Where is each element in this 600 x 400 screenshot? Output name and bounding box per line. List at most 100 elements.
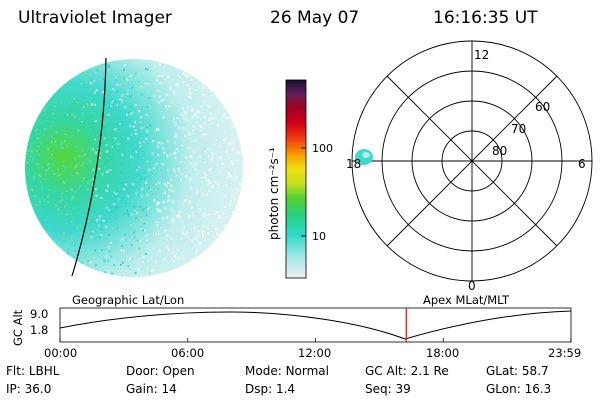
image-pixel (146, 81, 149, 84)
image-pixel (209, 118, 212, 121)
image-pixel (87, 188, 90, 191)
image-pixel (39, 142, 42, 144)
image-pixel (140, 127, 143, 129)
image-pixel (156, 224, 159, 227)
image-pixel (39, 200, 41, 203)
polar-mlt-18: 18 (346, 157, 361, 171)
image-pixel (83, 75, 86, 78)
image-pixel (109, 91, 112, 93)
image-pixel (157, 128, 160, 131)
image-pixel (137, 268, 140, 271)
image-pixel (173, 255, 176, 258)
image-pixel (98, 197, 101, 200)
image-pixel (90, 82, 93, 85)
image-pixel (131, 154, 133, 157)
image-pixel (216, 174, 219, 176)
image-pixel (178, 210, 181, 213)
image-pixel (141, 209, 144, 212)
image-pixel (146, 224, 149, 227)
image-pixel (209, 168, 212, 171)
image-pixel (181, 107, 184, 110)
image-pixel (142, 256, 145, 259)
image-pixel (94, 201, 97, 204)
image-pixel (64, 87, 67, 90)
image-pixel (142, 208, 145, 211)
image-pixel (179, 119, 182, 122)
image-pixel (173, 168, 175, 171)
image-pixel (231, 142, 234, 145)
image-pixel (47, 148, 50, 151)
image-pixel (186, 106, 189, 108)
image-pixel (145, 67, 148, 70)
image-pixel (167, 76, 170, 78)
image-pixel (177, 257, 180, 260)
image-pixel (198, 208, 201, 211)
image-pixel (81, 261, 84, 264)
image-pixel (116, 227, 119, 230)
image-pixel (124, 197, 127, 199)
image-pixel (59, 144, 62, 147)
image-pixel (87, 73, 90, 76)
image-pixel (62, 169, 65, 172)
image-pixel (48, 167, 51, 170)
image-pixel (27, 149, 30, 152)
image-pixel (119, 121, 122, 124)
image-pixel (198, 156, 201, 158)
image-pixel (127, 131, 130, 134)
image-pixel (167, 169, 170, 172)
image-pixel (125, 211, 128, 214)
image-pixel (166, 200, 169, 203)
image-pixel (163, 191, 166, 194)
image-pixel (145, 239, 148, 242)
image-pixel (170, 178, 173, 181)
image-pixel (133, 263, 136, 266)
image-pixel (81, 161, 84, 164)
image-pixel (110, 255, 113, 258)
image-pixel (182, 257, 185, 260)
image-pixel (107, 260, 110, 263)
image-pixel (184, 134, 186, 137)
image-pixel (211, 158, 214, 161)
image-pixel (105, 206, 108, 209)
image-pixel (66, 135, 69, 138)
image-pixel (226, 116, 229, 119)
image-pixel (121, 261, 124, 264)
image-pixel (70, 188, 72, 191)
image-pixel (203, 181, 206, 184)
image-pixel (109, 220, 112, 223)
image-pixel (115, 206, 118, 209)
image-pixel (51, 218, 54, 220)
image-pixel (176, 248, 179, 251)
image-pixel (196, 122, 199, 124)
image-pixel (188, 87, 191, 90)
image-pixel (212, 117, 215, 120)
image-pixel (172, 90, 175, 93)
image-pixel (141, 226, 144, 229)
image-pixel (144, 252, 147, 255)
image-pixel (187, 215, 190, 218)
image-pixel (74, 157, 77, 160)
image-pixel (199, 124, 202, 127)
image-pixel (157, 141, 160, 144)
image-pixel (207, 179, 210, 182)
image-pixel (217, 182, 219, 185)
image-pixel (167, 248, 170, 251)
image-pixel (165, 233, 168, 236)
image-pixel (100, 144, 103, 147)
image-pixel (140, 228, 143, 231)
image-pixel (196, 162, 198, 165)
image-pixel (98, 129, 101, 132)
image-pixel (92, 177, 95, 180)
image-pixel (222, 114, 225, 116)
image-pixel (115, 197, 118, 200)
image-pixel (129, 105, 132, 108)
image-pixel (136, 169, 139, 172)
image-pixel (136, 235, 139, 238)
image-pixel (221, 162, 224, 165)
image-pixel (30, 143, 33, 145)
image-pixel (98, 156, 101, 159)
image-pixel (141, 251, 144, 254)
image-pixel (202, 94, 205, 97)
image-pixel (115, 100, 118, 103)
image-pixel (230, 200, 232, 203)
